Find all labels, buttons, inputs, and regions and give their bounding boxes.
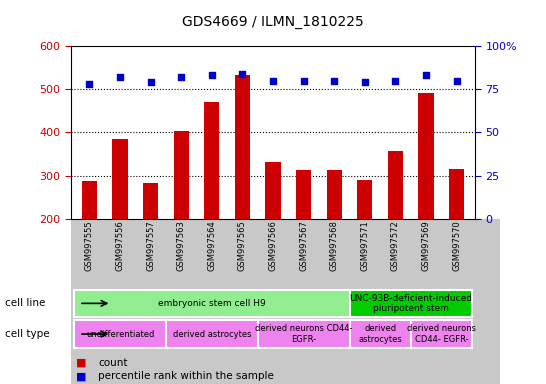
Point [299, 78, 308, 84]
Text: UNC-93B-deficient-induced
pluripotent stem: UNC-93B-deficient-induced pluripotent st… [349, 294, 472, 313]
Bar [349, 290, 472, 317]
Point [422, 73, 430, 79]
Bar [174, 131, 189, 219]
Point [330, 78, 339, 84]
Bar [449, 169, 464, 219]
Point [116, 74, 124, 80]
Bar [143, 183, 158, 219]
Point [207, 73, 216, 79]
Bar [166, 320, 258, 348]
Bar [411, 320, 472, 348]
Text: percentile rank within the sample: percentile rank within the sample [98, 371, 274, 381]
Bar [265, 162, 281, 219]
Text: ■: ■ [76, 358, 87, 368]
Point [177, 74, 186, 80]
Bar [235, 75, 250, 219]
Text: embryonic stem cell H9: embryonic stem cell H9 [158, 299, 266, 308]
Bar [258, 320, 349, 348]
Bar [204, 102, 219, 219]
Bar [296, 170, 311, 219]
Bar [74, 290, 349, 317]
Point [85, 81, 94, 87]
Text: derived neurons CD44-
EGFR-: derived neurons CD44- EGFR- [255, 324, 352, 344]
Point [360, 79, 369, 85]
Text: GDS4669 / ILMN_1810225: GDS4669 / ILMN_1810225 [182, 15, 364, 29]
Bar [418, 93, 434, 219]
Text: count: count [98, 358, 128, 368]
Text: derived astrocytes: derived astrocytes [173, 329, 251, 339]
Bar [349, 320, 411, 348]
Bar [357, 180, 372, 219]
Text: ■: ■ [76, 371, 87, 381]
Text: cell type: cell type [5, 329, 50, 339]
Point [391, 78, 400, 84]
Text: derived neurons
CD44- EGFR-: derived neurons CD44- EGFR- [407, 324, 476, 344]
Point [452, 78, 461, 84]
Bar [327, 170, 342, 219]
Bar [74, 320, 166, 348]
Text: cell line: cell line [5, 298, 46, 308]
Text: undifferentiated: undifferentiated [86, 329, 154, 339]
Bar [112, 139, 128, 219]
Bar [388, 151, 403, 219]
Bar [82, 181, 97, 219]
Point [269, 78, 277, 84]
Point [146, 79, 155, 85]
Text: derived
astrocytes: derived astrocytes [358, 324, 402, 344]
Point [238, 71, 247, 77]
